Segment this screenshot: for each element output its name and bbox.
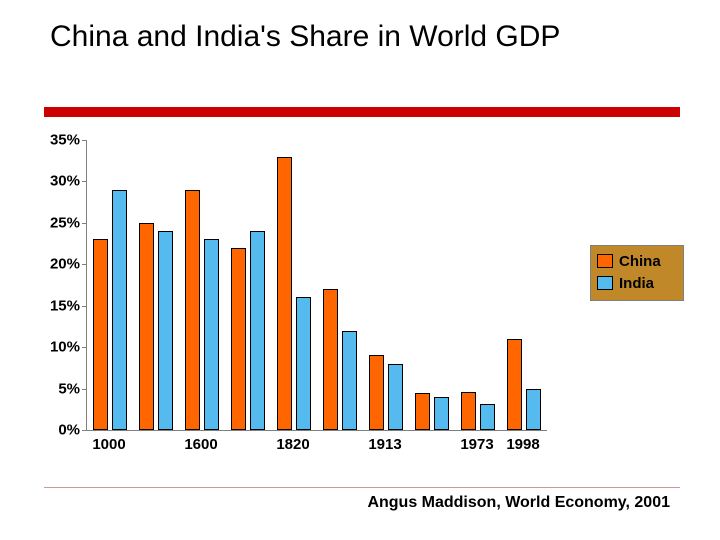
y-tick-mark [82,223,86,224]
bar-india [342,331,357,430]
bar-china [185,190,200,430]
y-tick-mark [82,140,86,141]
plot-area [86,140,547,431]
y-tick-label: 20% [28,256,80,273]
y-tick-label: 35% [28,132,80,149]
bar-china [461,392,476,430]
legend-item: China [597,250,677,272]
slide: China and India's Share in World GDP Chi… [0,0,720,540]
x-tick-label: 1000 [92,436,125,453]
y-tick-label: 10% [28,339,80,356]
y-tick-label: 30% [28,173,80,190]
y-tick-mark [82,430,86,431]
x-tick-label: 1973 [460,436,493,453]
bar-china [415,393,430,430]
y-tick-mark [82,389,86,390]
y-tick-mark [82,347,86,348]
bar-india [434,397,449,430]
y-tick-mark [82,264,86,265]
bar-china [323,289,338,430]
bar-china [231,248,246,430]
bar-india [296,297,311,430]
bar-india [158,231,173,430]
y-tick-mark [82,181,86,182]
footer-divider [44,487,680,488]
citation-text: Angus Maddison, World Economy, 2001 [367,494,670,512]
bar-india [388,364,403,430]
x-tick-label: 1913 [368,436,401,453]
x-tick-label: 1998 [506,436,539,453]
chart-legend: China India [590,245,684,301]
y-tick-mark [82,306,86,307]
gdp-share-chart: China India 0% 5% 10% 15% 20% 25% 30% 35% 1000 160… [28,130,688,470]
y-tick-label: 0% [28,422,80,439]
bar-india [112,190,127,430]
legend-label: China [619,253,661,270]
legend-swatch [597,254,613,268]
bar-india [250,231,265,430]
bar-china [139,223,154,430]
x-tick-label: 1600 [184,436,217,453]
page-title: China and India's Share in World GDP [50,18,650,56]
y-tick-label: 5% [28,380,80,397]
legend-swatch [597,276,613,290]
bar-india [480,404,495,431]
y-tick-label: 25% [28,214,80,231]
legend-item: India [597,272,677,294]
bar-china [507,339,522,430]
bar-china [93,239,108,430]
bar-india [204,239,219,430]
bar-india [526,389,541,430]
title-underline-right [380,111,680,113]
y-tick-label: 15% [28,297,80,314]
legend-label: India [619,275,654,292]
bar-china [277,157,292,430]
bar-china [369,355,384,430]
x-tick-label: 1820 [276,436,309,453]
